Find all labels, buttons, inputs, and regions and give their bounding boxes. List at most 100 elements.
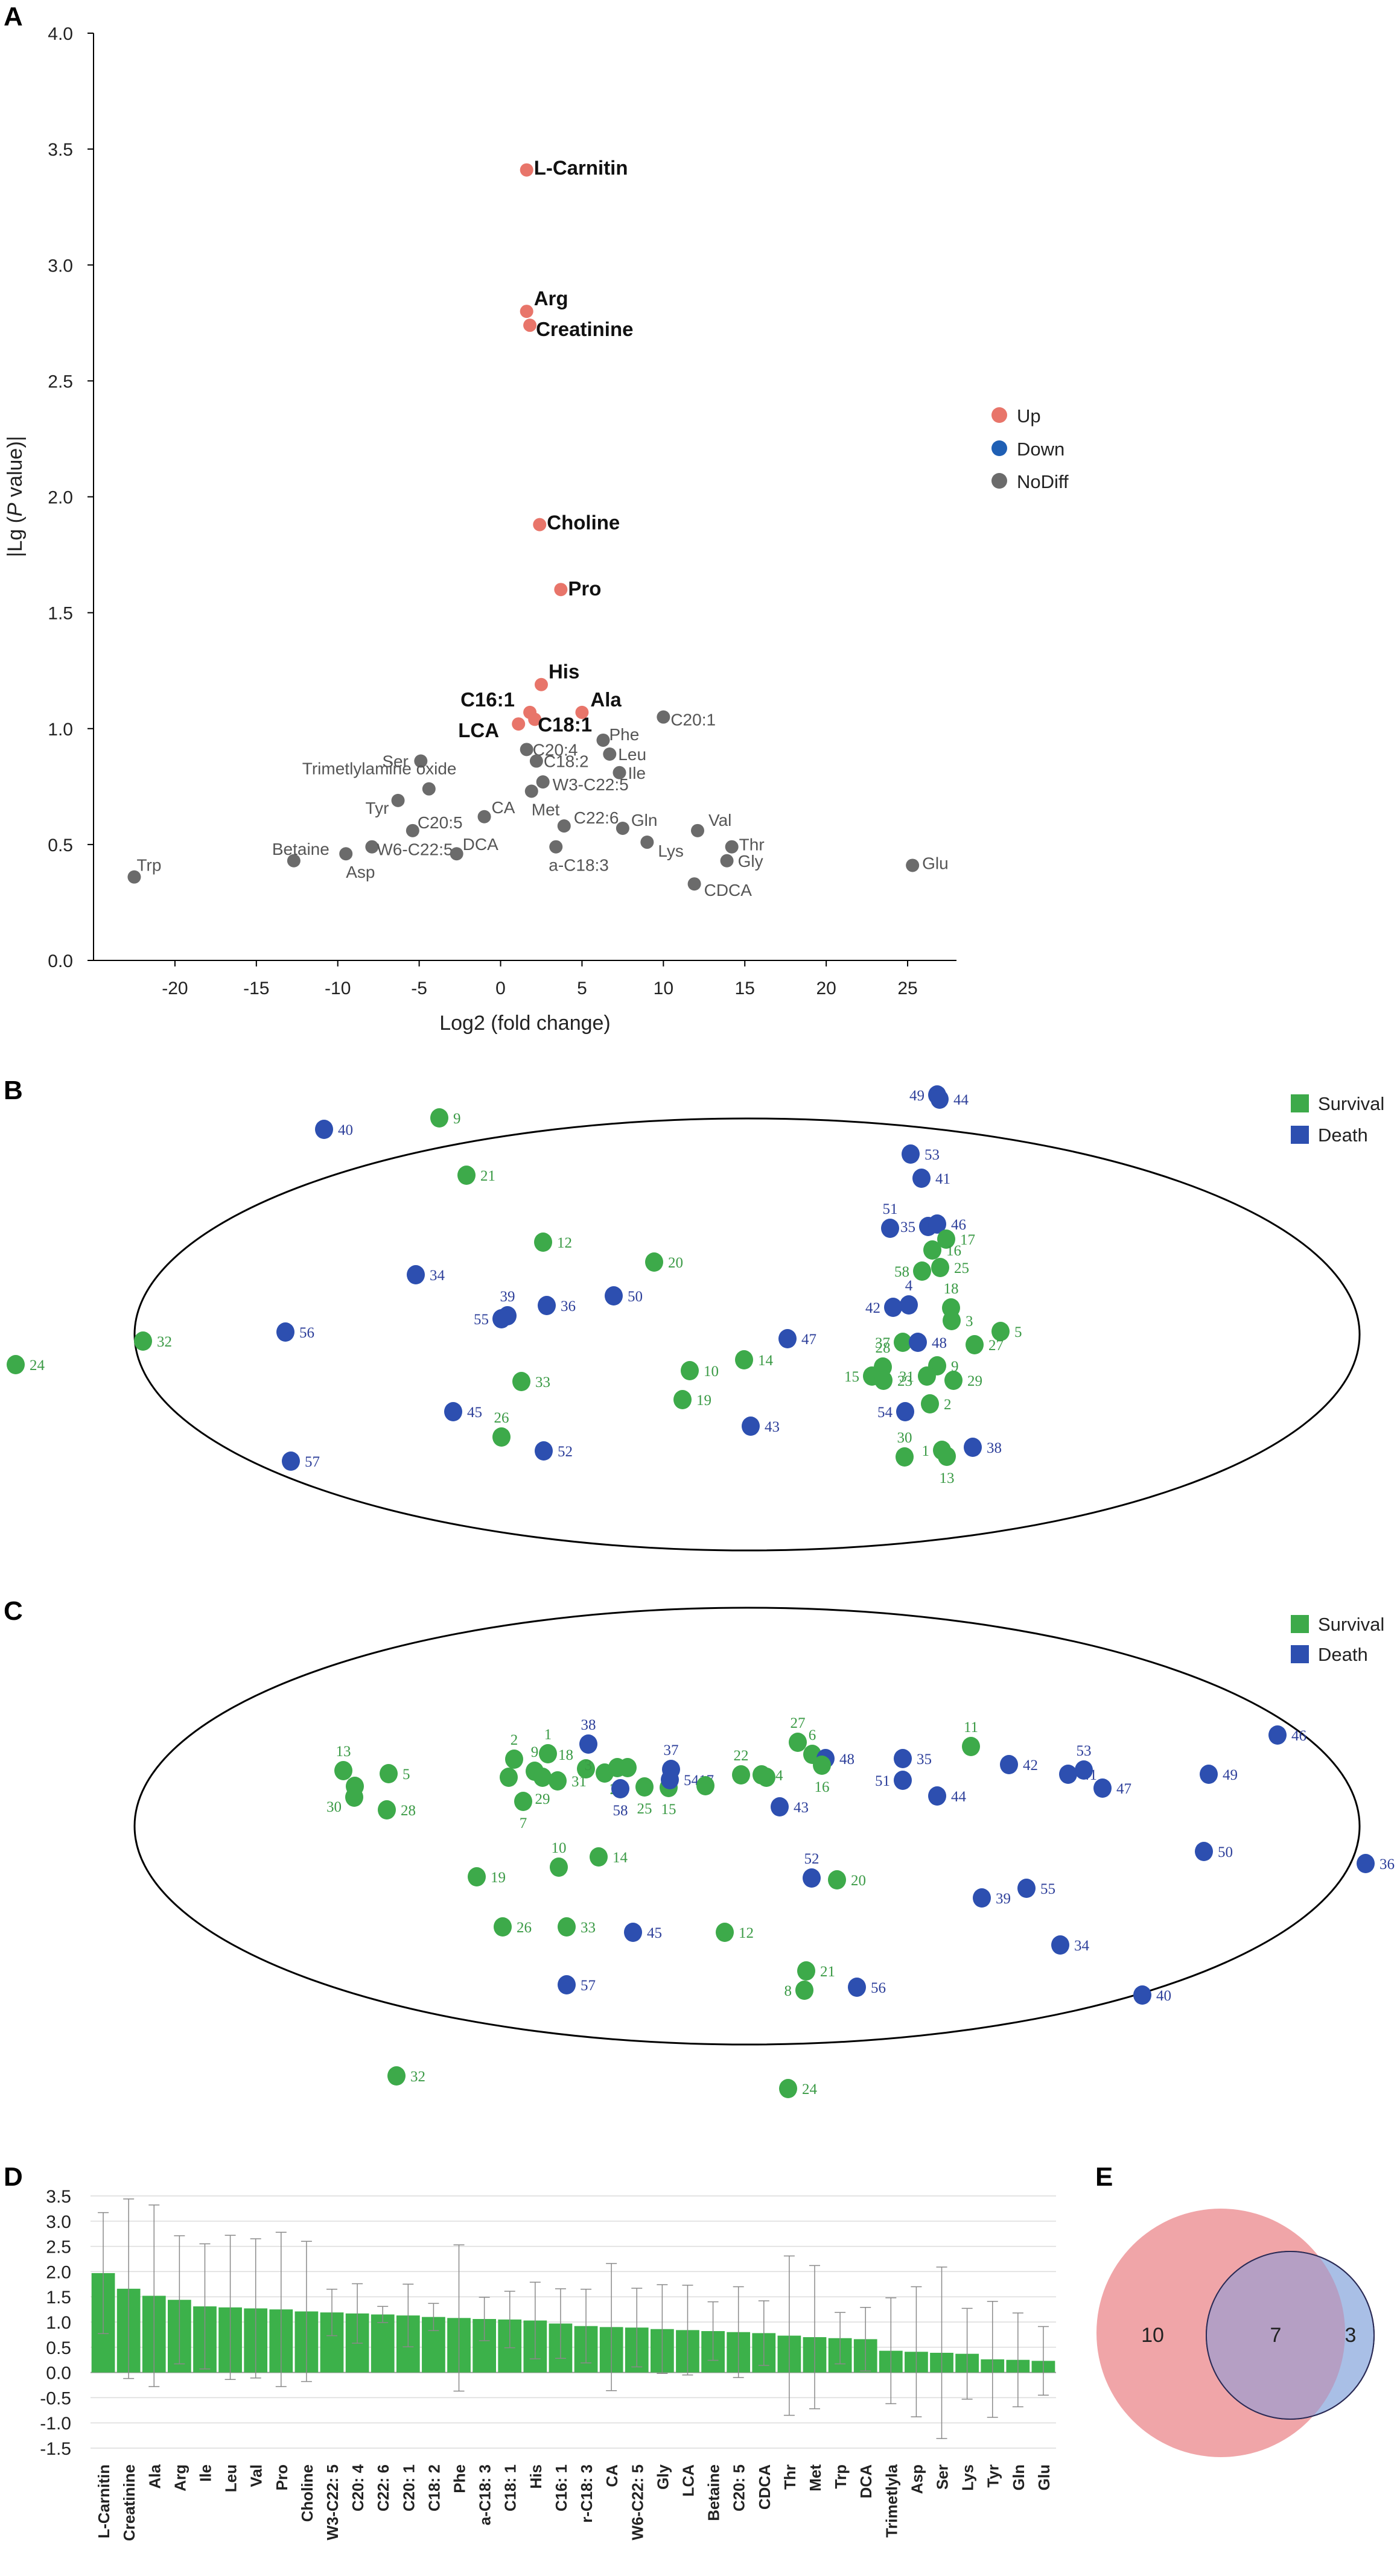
category-label: Glu bbox=[1035, 2464, 1053, 2490]
sample-point-label: 11 bbox=[964, 1719, 978, 1736]
sample-point-death bbox=[1000, 1755, 1018, 1774]
category-label: Trimetlyla bbox=[882, 2464, 900, 2537]
sample-point-death bbox=[742, 1416, 760, 1436]
category-label: r-C18: 3 bbox=[578, 2464, 596, 2523]
y-tick-label: 2.5 bbox=[46, 2238, 71, 2257]
legend-c: Survival Death bbox=[1291, 1614, 1384, 1665]
data-point-label: Betaine bbox=[272, 840, 329, 858]
sample-point-death bbox=[605, 1286, 623, 1305]
sample-point-survival bbox=[500, 1768, 518, 1787]
category-label: Ile bbox=[196, 2464, 214, 2482]
y-tick-label: -1.5 bbox=[40, 2439, 71, 2459]
sample-point-survival bbox=[962, 1737, 980, 1756]
y-tick-label: 1.5 bbox=[46, 2288, 71, 2308]
sample-point-label: 12 bbox=[557, 1235, 572, 1251]
sample-point-label: 4 bbox=[775, 1768, 783, 1784]
sample-point-label: 39 bbox=[996, 1891, 1011, 1907]
sample-point-survival bbox=[779, 2079, 797, 2098]
data-point-nodiff bbox=[524, 784, 538, 798]
data-point-nodiff bbox=[906, 858, 920, 872]
data-point-label: C18:2 bbox=[544, 752, 589, 771]
sample-point-survival bbox=[944, 1371, 963, 1390]
sample-point-survival bbox=[134, 1331, 152, 1351]
data-point-nodiff bbox=[725, 840, 739, 854]
legend-label-death: Death bbox=[1318, 1644, 1368, 1665]
sample-point-label: 2 bbox=[511, 1732, 518, 1748]
x-tick-label: 10 bbox=[654, 979, 673, 998]
venn-right-outline bbox=[1206, 2251, 1375, 2420]
sample-point-label: 26 bbox=[494, 1410, 509, 1426]
data-point-label: C20:1 bbox=[670, 711, 716, 729]
data-point-label: DCA bbox=[463, 835, 498, 854]
data-point-label: CA bbox=[492, 798, 515, 817]
y-tick-label: 2.0 bbox=[48, 488, 73, 508]
sample-point-survival bbox=[696, 1776, 714, 1795]
sample-point-survival bbox=[918, 1366, 936, 1386]
data-point-label: Creatinine bbox=[536, 318, 633, 340]
x-tick-label: -10 bbox=[325, 979, 351, 998]
sample-point-label: 5 bbox=[403, 1766, 410, 1783]
data-point-nodiff bbox=[520, 743, 533, 757]
panel-label-d: D bbox=[4, 2162, 23, 2192]
sample-point-survival bbox=[938, 1447, 956, 1466]
y-tick-label: 1.0 bbox=[46, 2313, 71, 2333]
category-labels: L-Carnitin Creatinine Ala Arg Ile Leu Val Pro Ch… bbox=[95, 2464, 1053, 2541]
data-point-up bbox=[533, 518, 547, 531]
data-point-label: C18:1 bbox=[538, 713, 592, 735]
sample-point-label: 18 bbox=[558, 1747, 573, 1763]
data-point-label: Thr bbox=[739, 836, 765, 854]
sample-point-survival bbox=[512, 1372, 530, 1391]
sample-point-survival bbox=[380, 1764, 398, 1783]
x-tick-label: -15 bbox=[243, 979, 269, 998]
sample-point-death bbox=[1075, 1760, 1093, 1780]
data-point-label: Choline bbox=[547, 512, 620, 534]
sample-point-survival bbox=[937, 1229, 955, 1249]
sample-point-survival bbox=[874, 1371, 893, 1390]
sample-point-label: 30 bbox=[326, 1799, 342, 1815]
legend-label-down: Down bbox=[1017, 439, 1064, 460]
sample-point-survival bbox=[931, 1258, 949, 1277]
sample-point-survival bbox=[943, 1311, 961, 1330]
x-tick-label: 5 bbox=[577, 979, 587, 998]
category-label: a-C18: 3 bbox=[476, 2464, 494, 2525]
y-tick-label: 0.5 bbox=[46, 2338, 71, 2358]
score-plot-c: 1353028129297313818323375825155417224276… bbox=[133, 1607, 1395, 2098]
data-point-nodiff bbox=[549, 840, 563, 854]
data-point-nodiff bbox=[339, 847, 353, 861]
sample-point-label: 43 bbox=[765, 1419, 780, 1435]
venn-diagram: 10 7 3 bbox=[1096, 2209, 1375, 2457]
category-label: Met bbox=[806, 2464, 824, 2492]
sample-point-label: 9 bbox=[453, 1111, 461, 1127]
sample-point-label: 56 bbox=[299, 1325, 314, 1341]
sample-point-survival bbox=[590, 1847, 608, 1867]
sample-point-label: 8 bbox=[784, 1983, 792, 1999]
sample-point-survival bbox=[921, 1394, 939, 1413]
y-tick-label: 1.5 bbox=[48, 604, 73, 624]
sample-point-label: 54 bbox=[877, 1404, 893, 1421]
sample-point-death bbox=[282, 1451, 300, 1471]
sample-point-survival bbox=[619, 1758, 637, 1777]
sample-point-label: 45 bbox=[647, 1925, 662, 1941]
sample-point-survival bbox=[645, 1252, 663, 1272]
sample-point-label: 20 bbox=[851, 1873, 866, 1889]
volcano-plot: 0.0 0.5 1.0 1.5 2.0 2.5 3.0 3.5 4.0 -20 -15 -10 -5 0… bbox=[4, 24, 1069, 1035]
data-point-nodiff bbox=[613, 766, 626, 779]
sample-point-death bbox=[558, 1975, 576, 1994]
x-axis-label: Log2 (fold change) bbox=[439, 1012, 611, 1035]
data-point-label: Leu bbox=[618, 745, 646, 764]
sample-point-label: 52 bbox=[558, 1444, 573, 1460]
sample-point-death bbox=[1017, 1879, 1036, 1898]
y-tick-label: 0.0 bbox=[48, 951, 73, 971]
data-point-label: His bbox=[549, 661, 579, 683]
sample-point-label: 36 bbox=[1379, 1856, 1395, 1873]
sample-point-survival bbox=[534, 1232, 552, 1252]
sample-point-death bbox=[881, 1219, 899, 1238]
sample-point-death bbox=[964, 1438, 982, 1457]
y-tick-label: 2.0 bbox=[46, 2262, 71, 2282]
panel-label-b: B bbox=[4, 1076, 23, 1105]
data-point-label: W3-C22:5 bbox=[553, 775, 629, 794]
category-label: Pro bbox=[273, 2464, 291, 2490]
sample-point-death bbox=[896, 1402, 914, 1421]
sample-point-label: 33 bbox=[581, 1920, 596, 1936]
